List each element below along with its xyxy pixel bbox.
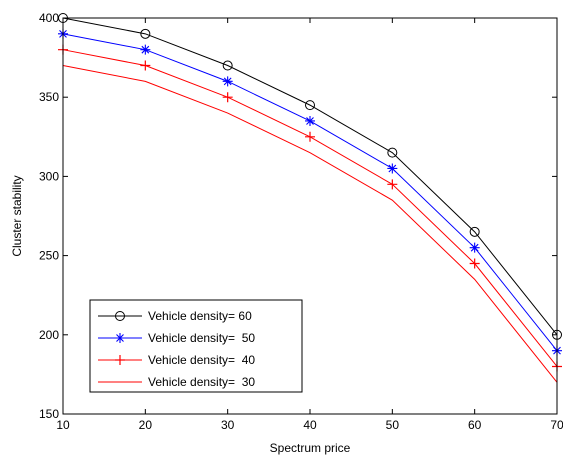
series-line — [62, 17, 558, 336]
legend-marker — [115, 311, 125, 321]
data-point — [469, 226, 480, 237]
data-point — [305, 100, 315, 111]
legend-box — [89, 299, 303, 393]
series-line — [62, 65, 558, 383]
data-point — [140, 60, 151, 71]
data-point — [469, 242, 480, 253]
x-tick-label: 40 — [303, 418, 317, 432]
legend-entry: Vehicle density= 60 — [98, 309, 252, 323]
data-point — [469, 258, 480, 269]
ticks-layer: 10 20 30 40 50 60 70 150 200 250 300 350 400 — [39, 11, 563, 432]
legend-marker — [115, 333, 125, 343]
legend-entry: Vehicle density= 30 — [98, 375, 255, 389]
y-tick-label: 250 — [39, 249, 59, 263]
legend: Vehicle density= 60 Vehicle density= 50 Ve… — [89, 299, 303, 393]
legend-entry: Vehicle density= 40 — [98, 353, 255, 367]
x-axis-label: Spectrum price — [270, 441, 351, 455]
legend-marker — [115, 355, 125, 365]
legend-label: Vehicle density= 50 — [148, 331, 255, 345]
series-4 — [62, 65, 558, 383]
data-point — [140, 44, 151, 55]
legend-label: Vehicle density= 30 — [148, 375, 255, 389]
data-point — [222, 76, 233, 87]
data-point — [387, 179, 398, 190]
data-point — [305, 131, 315, 142]
data-point — [387, 147, 398, 158]
y-tick-label: 300 — [39, 169, 59, 183]
y-tick-label: 200 — [39, 328, 59, 342]
x-tick-label: 30 — [221, 418, 235, 432]
y-tick-label: 150 — [39, 407, 59, 421]
x-tick-label: 50 — [386, 418, 400, 432]
legend-label: Vehicle density= 60 — [148, 309, 252, 323]
legend-label: Vehicle density= 40 — [148, 353, 255, 367]
data-point — [140, 28, 151, 39]
y-tick-label: 400 — [39, 11, 59, 25]
x-tick-label: 70 — [550, 418, 563, 432]
x-tick-label: 10 — [56, 418, 70, 432]
y-axis-label: Cluster stability — [10, 175, 24, 256]
data-point — [222, 60, 233, 71]
x-tick-label: 60 — [468, 418, 482, 432]
data-point — [387, 163, 398, 174]
x-tick-label: 20 — [139, 418, 153, 432]
y-tick-label: 350 — [39, 90, 59, 104]
data-point — [222, 92, 233, 103]
data-point — [305, 115, 315, 126]
legend-entry: Vehicle density= 50 — [98, 331, 255, 345]
